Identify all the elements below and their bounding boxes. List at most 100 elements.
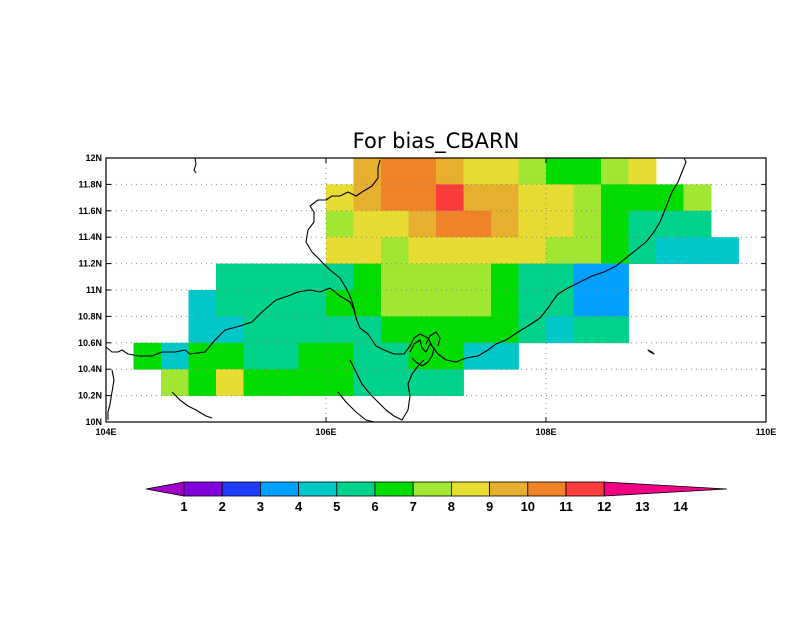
heatmap-cell xyxy=(271,342,299,370)
colorbar-label: 10 xyxy=(521,499,535,514)
heatmap-cell xyxy=(573,263,602,291)
colorbar-swatch xyxy=(374,481,414,497)
x-tick-label: 108E xyxy=(535,427,556,437)
heatmap-cell xyxy=(656,210,684,238)
heatmap-cell xyxy=(216,316,244,344)
heatmap-cell xyxy=(381,290,409,317)
colorbar-label: 14 xyxy=(673,499,688,514)
heatmap-cell xyxy=(628,158,657,185)
heatmap-cell xyxy=(463,290,492,317)
heatmap-cell xyxy=(573,290,602,317)
colorbar-swatch xyxy=(298,481,338,497)
heatmap-cell xyxy=(243,316,272,344)
heatmap-cell xyxy=(546,263,574,291)
heatmap-cell xyxy=(436,184,464,212)
heatmap-cell xyxy=(546,210,574,238)
colorbar-label: 13 xyxy=(635,499,649,514)
heatmap-cell xyxy=(353,263,382,291)
heatmap-cell xyxy=(518,263,547,291)
heatmap-cell xyxy=(353,316,382,344)
colorbar-swatch xyxy=(221,481,261,497)
heatmap-cell xyxy=(546,316,574,344)
colorbar-swatch xyxy=(489,481,529,497)
heatmap-cell xyxy=(628,184,657,212)
heatmap-cell xyxy=(243,369,272,396)
heatmap-cell xyxy=(381,237,409,264)
heatmap-cell xyxy=(436,237,464,264)
colorbar-swatch xyxy=(565,481,605,497)
heatmap-cell xyxy=(518,184,547,212)
heatmap-cell xyxy=(243,290,272,317)
heatmap-cell xyxy=(518,210,547,238)
heatmap-cell xyxy=(491,237,519,264)
colorbar-high-arrow xyxy=(603,481,728,497)
heatmap-cell xyxy=(408,290,437,317)
colorbar-label: 1 xyxy=(180,499,187,514)
heatmap-cell xyxy=(408,369,437,396)
colorbar: 1 2 3 4 5 6 7 8 9 10 11 12 13 14 xyxy=(145,481,728,514)
heatmap-cell xyxy=(298,263,327,291)
heatmap-cell xyxy=(353,290,382,317)
heatmap-cell xyxy=(436,290,464,317)
y-tick-label: 11.8N xyxy=(78,179,102,189)
heatmap-cell xyxy=(216,290,244,317)
heatmap-cell xyxy=(436,369,464,396)
colorbar-swatch xyxy=(412,481,452,497)
heatmap-cell xyxy=(326,237,354,264)
heatmap-cell xyxy=(381,316,409,344)
heatmap-cell xyxy=(243,263,272,291)
heatmap-cell xyxy=(491,263,519,291)
heatmap-cell xyxy=(408,158,437,185)
heatmap-cell xyxy=(546,290,574,317)
heatmap-cell xyxy=(573,158,602,185)
heatmap-cell xyxy=(188,316,217,344)
heatmap-cell xyxy=(408,184,437,212)
heatmap-cell xyxy=(298,369,327,396)
heatmap-cell xyxy=(271,290,299,317)
heatmap-cell xyxy=(463,184,492,212)
heatmap-cell xyxy=(271,316,299,344)
heatmap-cell xyxy=(601,290,629,317)
y-tick-label: 10.6N xyxy=(78,338,102,348)
colorbar-label: 2 xyxy=(219,499,226,514)
heatmap-cell xyxy=(381,369,409,396)
heatmap-cell xyxy=(326,342,354,370)
heatmap-cell xyxy=(601,263,629,291)
map-title: For bias_CBARN xyxy=(353,129,520,154)
heatmap-cell xyxy=(188,342,217,370)
heatmap-cell xyxy=(381,184,409,212)
heatmap-cell xyxy=(628,237,657,264)
y-tick-label: 12N xyxy=(85,153,102,163)
heatmap-cell xyxy=(491,316,519,344)
heatmap-cell xyxy=(326,369,354,396)
x-tick-label: 110E xyxy=(756,427,777,437)
y-tick-label: 11N xyxy=(86,285,102,295)
heatmap-cell xyxy=(711,237,739,264)
colorbar-label: 9 xyxy=(486,499,493,514)
heatmap-cell xyxy=(518,158,547,185)
heatmap-cell xyxy=(436,316,464,344)
colorbar-label: 5 xyxy=(333,499,340,514)
heatmap-cell xyxy=(216,342,244,370)
heatmap-cell xyxy=(353,158,382,185)
grid-lines xyxy=(106,158,766,422)
x-tick-label: 104E xyxy=(95,427,116,437)
y-tick-label: 11.4N xyxy=(78,232,102,242)
heatmap-cell xyxy=(408,263,437,291)
heatmap-cell xyxy=(188,290,217,317)
heatmap-cell xyxy=(381,342,409,370)
heatmap-cell xyxy=(491,290,519,317)
y-tick-label: 10.2N xyxy=(78,391,102,401)
heatmap-cell xyxy=(683,210,712,238)
heatmap-cell xyxy=(573,184,602,212)
colorbar-label: 4 xyxy=(295,499,303,514)
colorbar-swatch xyxy=(450,481,490,497)
heatmap-cell xyxy=(381,158,409,185)
heatmap-cell xyxy=(573,210,602,238)
heatmap-cell xyxy=(573,316,602,344)
heatmap-cell xyxy=(216,369,244,396)
heatmap-cell xyxy=(326,290,354,317)
heatmap-cell xyxy=(216,263,244,291)
heatmap-cell xyxy=(491,342,519,370)
